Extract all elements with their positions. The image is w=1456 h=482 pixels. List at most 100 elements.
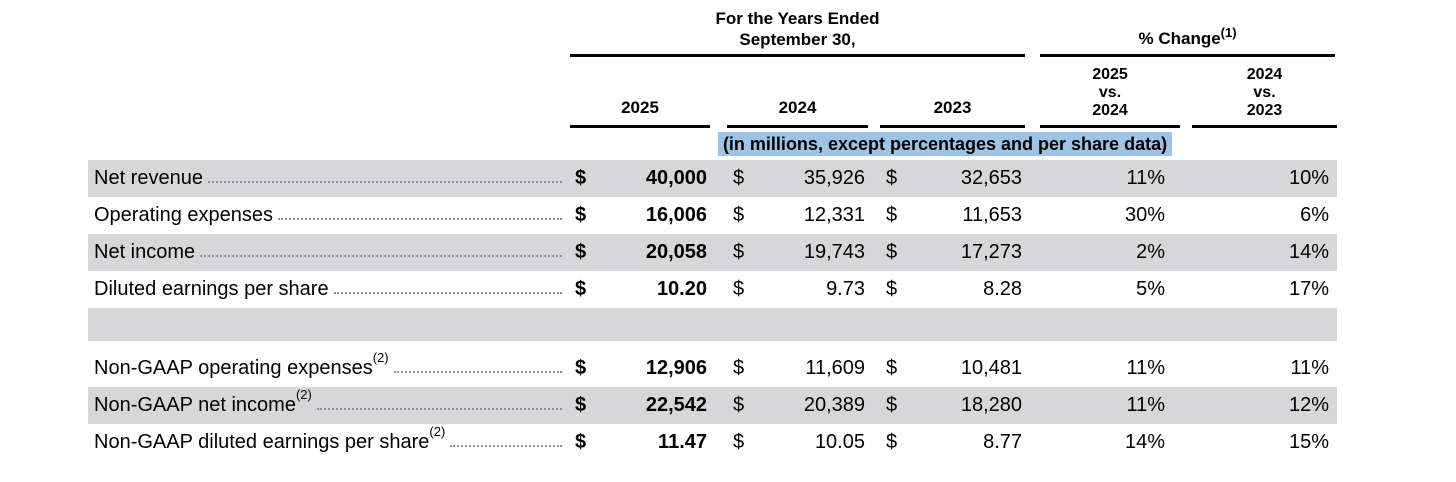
value-2024: 35,926 (763, 160, 868, 197)
value-2023: 11,653 (962, 204, 1023, 226)
value-2025: 10.20 (656, 278, 707, 300)
pct-2024-vs-2023: 12% (1180, 387, 1338, 424)
value-2025: 11.47 (658, 431, 707, 453)
pct-2025-vs-2024: 11% (1126, 357, 1166, 379)
row-label: Net revenue (94, 167, 203, 189)
currency-symbol: $ (886, 204, 898, 226)
footnote-2-marker: (2) (372, 350, 389, 365)
units-note-row: (in millions, except percentages and per… (88, 128, 1337, 160)
pct-2024-vs-2023: 10% (1180, 160, 1338, 197)
group-header-row: For the Years Ended September 30, % Chan… (88, 8, 1337, 57)
value-2024: 11,609 (805, 357, 865, 379)
currency-symbol: $ (868, 387, 916, 424)
pct-2025-vs-2024: 11% (1025, 160, 1181, 197)
row-label: Diluted earnings per share (94, 278, 329, 300)
row-non-gaap-diluted-eps: Non-GAAP diluted earnings per share (2) $… (88, 424, 1337, 461)
dot-leader (450, 431, 562, 447)
dot-leader (200, 241, 562, 257)
currency-symbol: $ (570, 160, 600, 197)
pct-2025-vs-2024: 30% (1124, 204, 1166, 226)
currency-symbol: $ (733, 204, 745, 226)
pct-2024-vs-2023: 11% (1290, 357, 1330, 379)
currency-symbol: $ (733, 357, 745, 379)
row-net-revenue: Net revenue $ 40,000 $ 35,926 $ 32,653 1… (88, 160, 1338, 197)
value-2023: 17,273 (916, 234, 1026, 271)
currency-symbol: $ (575, 204, 587, 226)
years-ended-header: For the Years Ended September 30, (570, 8, 1026, 57)
units-note-highlight: (in millions, except percentages and per… (717, 131, 1173, 156)
currency-symbol: $ (570, 234, 600, 271)
dot-leader (278, 204, 562, 220)
pct-col-header-2024-vs-2023: 2024 vs. 2023 (1192, 66, 1338, 128)
pct-col1-line2: vs. (1098, 84, 1122, 101)
year-header-2025: 2025 (570, 98, 710, 128)
row-net-income: Net income $ 20,058 $ 19,743 $ 17,273 2%… (88, 234, 1338, 271)
label-column-spacer (88, 8, 570, 57)
currency-symbol: $ (575, 278, 587, 300)
dot-leader (393, 357, 562, 373)
currency-symbol: $ (710, 234, 763, 271)
value-2025: 20,058 (600, 234, 710, 271)
pct-2024-vs-2023: 14% (1180, 234, 1338, 271)
dot-leader (207, 167, 562, 183)
row-label: Non-GAAP operating expenses (94, 357, 373, 379)
value-2023: 8.77 (983, 431, 1023, 453)
value-2024: 19,743 (763, 234, 868, 271)
pct-change-label: % Change (1138, 29, 1221, 48)
row-diluted-eps: Diluted earnings per share $ 10.20 $ 9.7… (88, 271, 1337, 308)
pct-2024-vs-2023: 17% (1289, 278, 1330, 300)
year-header-2023: 2023 (880, 98, 1026, 128)
label-column-spacer (88, 57, 570, 128)
row-non-gaap-operating-expenses: Non-GAAP operating expenses (2) $ 12,906 … (88, 350, 1337, 387)
value-2024: 12,331 (803, 204, 865, 226)
financial-summary-table: For the Years Ended September 30, % Chan… (88, 8, 1338, 461)
gap-row (88, 341, 1337, 350)
pct-2025-vs-2024: 14% (1124, 431, 1166, 453)
row-operating-expenses: Operating expenses $ 16,006 $ 12,331 $ 1… (88, 197, 1337, 234)
pct-2025-vs-2024: 5% (1136, 278, 1166, 300)
column-header-row: 2025 2024 2023 2025 vs. 2024 2024 vs. 20… (88, 57, 1338, 128)
years-ended-line2: September 30, (739, 30, 856, 49)
value-2025: 16,006 (645, 204, 707, 226)
currency-symbol: $ (868, 160, 916, 197)
pct-col-header-2025-vs-2024: 2025 vs. 2024 (1040, 66, 1181, 128)
years-ended-line1: For the Years Ended (715, 9, 880, 28)
currency-symbol: $ (570, 387, 600, 424)
value-2024: 9.73 (826, 278, 865, 300)
value-2023: 10,481 (960, 357, 1023, 379)
currency-symbol: $ (868, 234, 916, 271)
value-2024: 20,389 (763, 387, 868, 424)
pct-2024-vs-2023: 15% (1289, 431, 1330, 453)
value-2023: 32,653 (916, 160, 1026, 197)
row-label: Operating expenses (94, 204, 274, 226)
dot-leader (316, 394, 562, 410)
currency-symbol: $ (886, 431, 898, 453)
currency-symbol: $ (886, 357, 898, 379)
value-2025: 12,906 (645, 357, 707, 379)
footnote-2-marker: (2) (295, 387, 312, 402)
pct-col2-line3: 2023 (1246, 102, 1283, 119)
value-2025: 22,542 (600, 387, 710, 424)
dot-leader (333, 278, 562, 294)
currency-symbol: $ (733, 278, 745, 300)
pct-col2-line2: vs. (1253, 84, 1276, 101)
value-2023: 8.28 (983, 278, 1023, 300)
currency-symbol: $ (575, 431, 587, 453)
pct-change-header: % Change(1) (1040, 25, 1336, 57)
currency-symbol: $ (575, 357, 587, 379)
currency-symbol: $ (710, 160, 763, 197)
currency-symbol: $ (886, 278, 898, 300)
currency-symbol: $ (733, 431, 745, 453)
pct-col1-line1: 2025 (1092, 66, 1128, 83)
currency-symbol: $ (710, 387, 763, 424)
pct-col1-line3: 2024 (1092, 102, 1128, 119)
row-non-gaap-net-income: Non-GAAP net income (2) $ 22,542 $ 20,389… (88, 387, 1338, 424)
pct-2025-vs-2024: 11% (1025, 387, 1181, 424)
pct-2024-vs-2023: 6% (1300, 204, 1330, 226)
blank-divider-row (88, 308, 1338, 341)
footnote-2-marker: (2) (429, 424, 446, 439)
year-header-2024: 2024 (727, 98, 868, 128)
value-2024: 10.05 (814, 431, 865, 453)
row-label: Net income (94, 241, 196, 263)
value-2025: 40,000 (600, 160, 710, 197)
